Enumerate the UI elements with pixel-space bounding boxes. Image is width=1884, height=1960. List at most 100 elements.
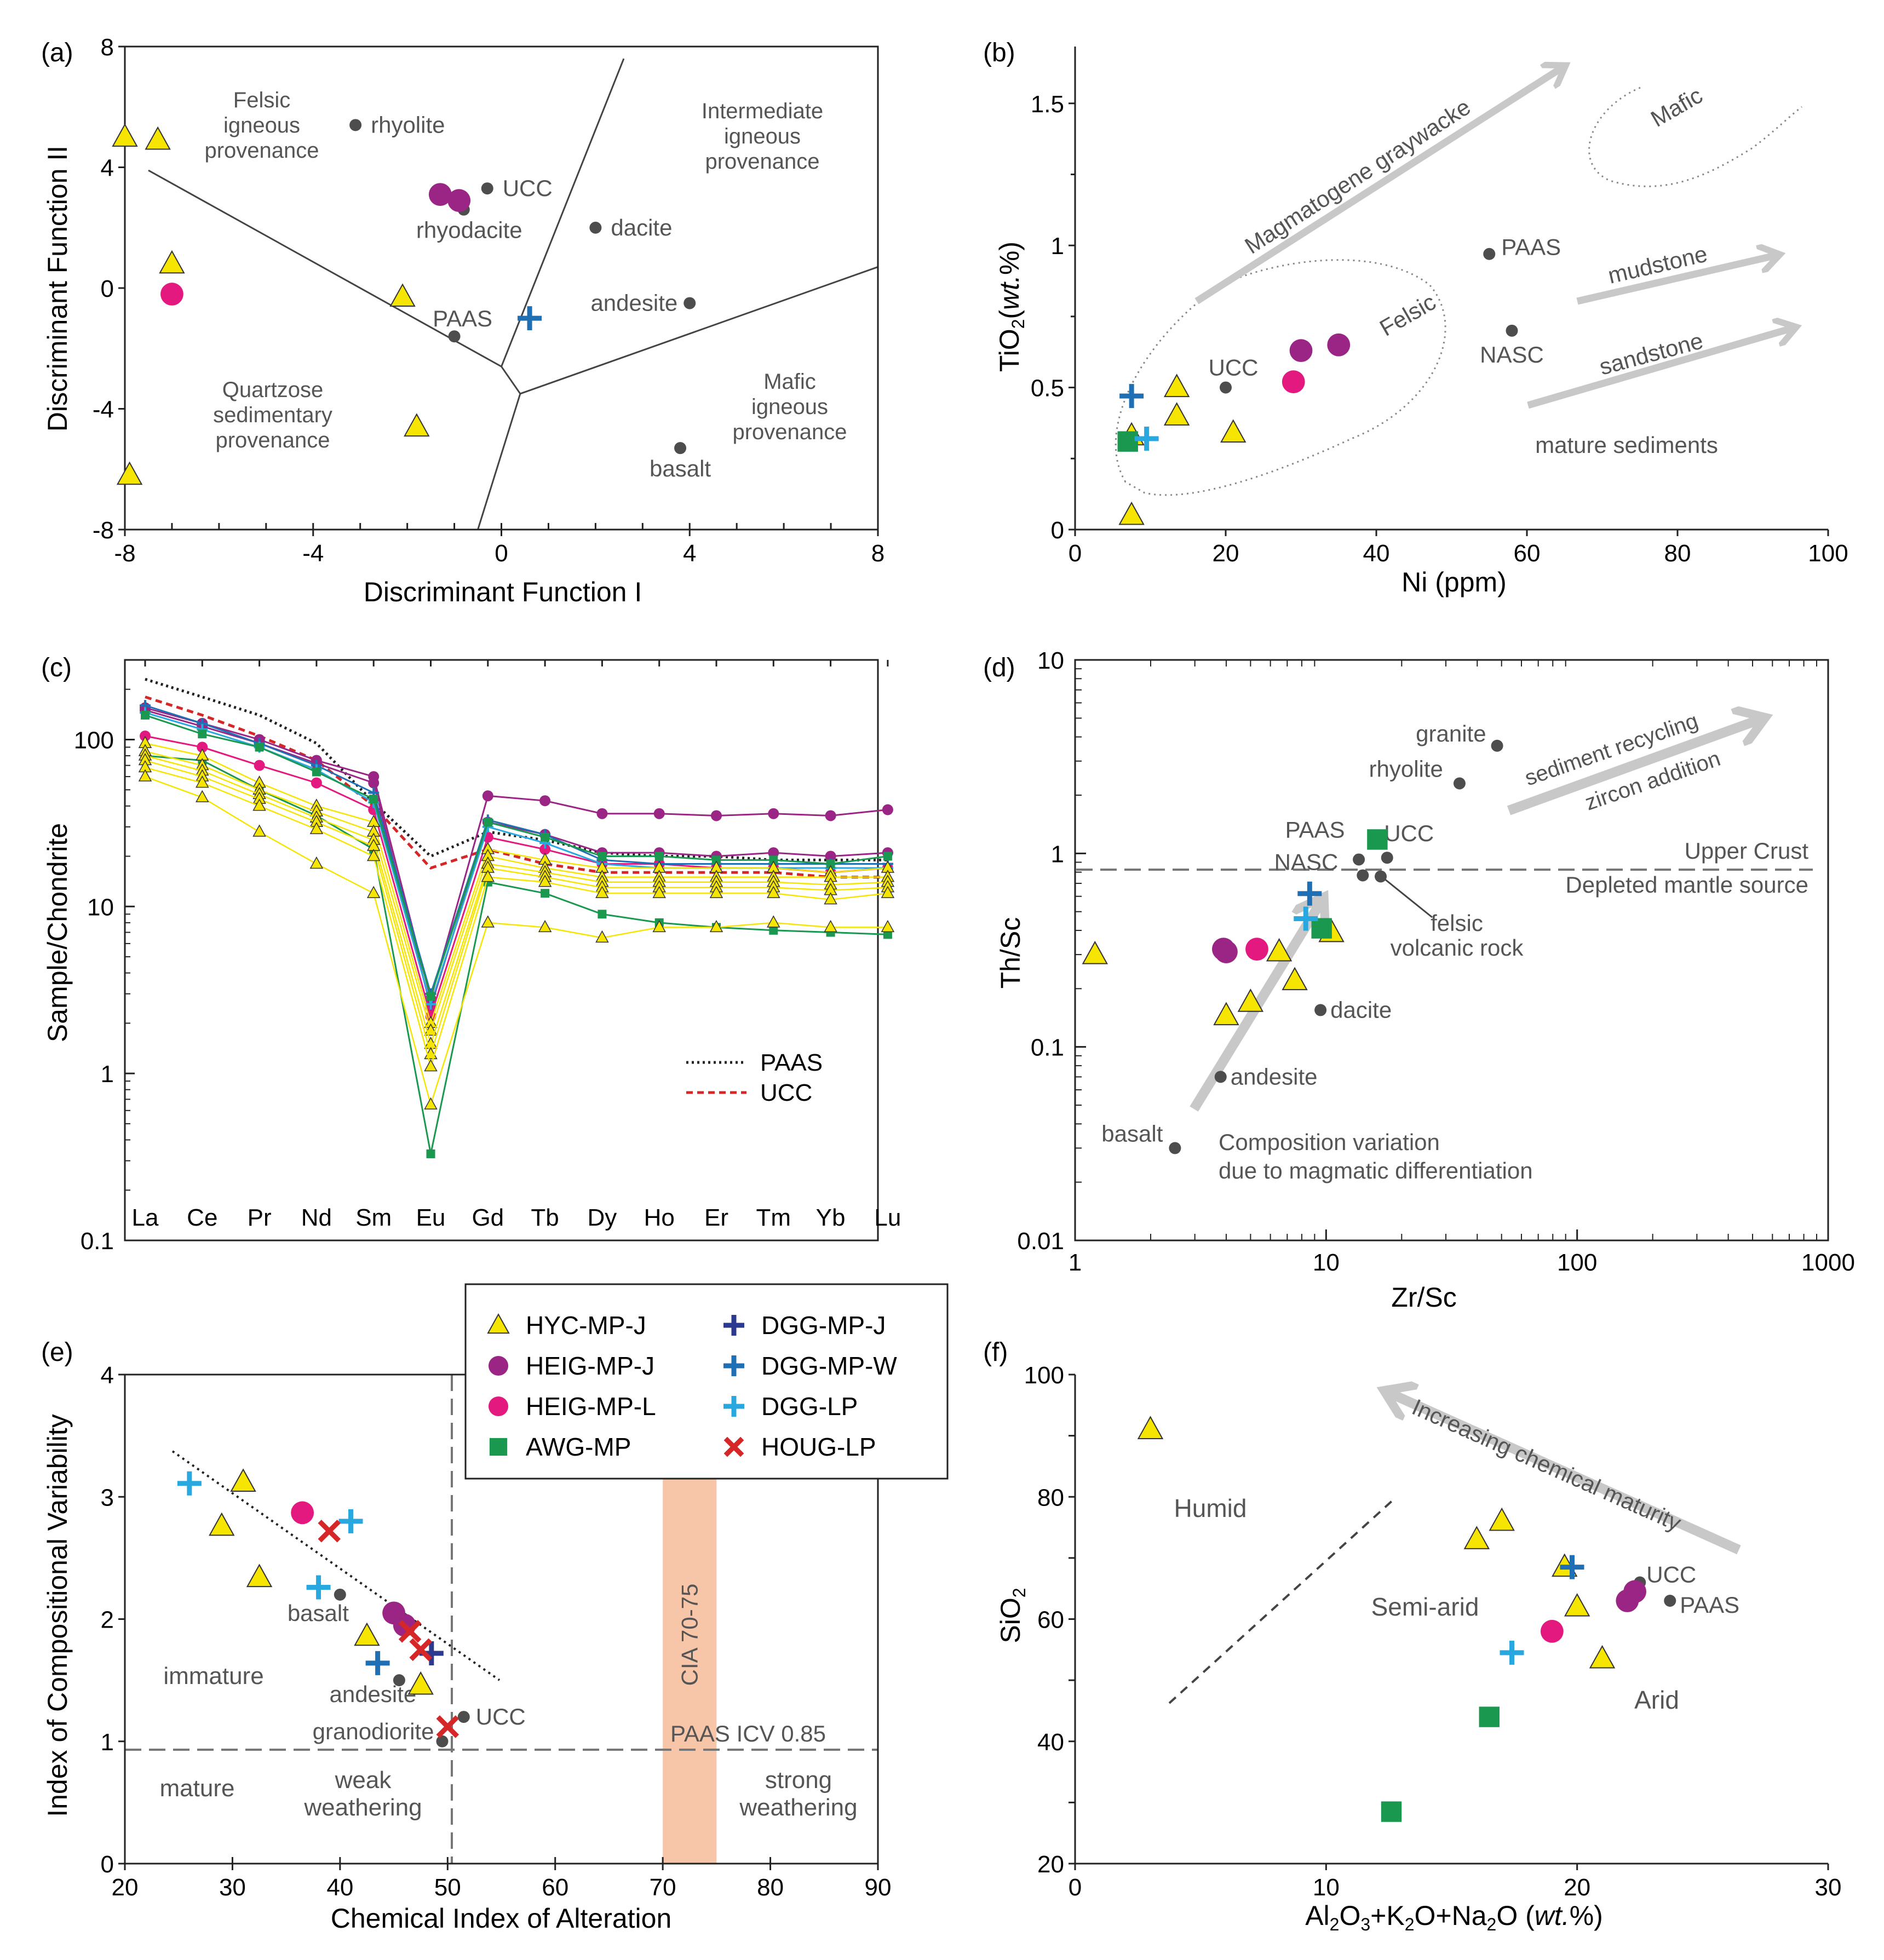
panel-a-field-labels: Felsic igneous provenance Intermediate i… <box>204 88 847 452</box>
c-ytick-label: 10 <box>87 894 114 921</box>
d-point-HYC <box>1082 940 1108 964</box>
f-point-HYC <box>1463 1526 1490 1549</box>
e-ref-granodiorite <box>436 1735 449 1748</box>
b-ytick-label: 1 <box>1051 233 1064 260</box>
d-felsic-leader <box>1384 878 1433 918</box>
b-mudstone-arrow <box>1576 256 1774 305</box>
f-semiarid-label: Semi-arid <box>1371 1593 1479 1621</box>
d-point-HYC <box>1282 967 1308 991</box>
d-felsic-label-2: volcanic rock <box>1391 935 1524 961</box>
c-category-label: Sm <box>355 1204 392 1231</box>
a-mafic-2: igneous <box>751 395 828 419</box>
e-point-HYC <box>246 1564 273 1588</box>
d-ref-label: dacite <box>1330 997 1392 1022</box>
panel-a-label: (a) <box>41 38 73 67</box>
a-inter-3: provenance <box>705 150 819 174</box>
e-xtick-label: 30 <box>219 1874 246 1901</box>
c-point <box>883 930 892 939</box>
e-ref-label: UCC <box>476 1704 526 1729</box>
c-series-line-HYC-5 <box>145 767 888 1070</box>
a-ref-label: rhyodacite <box>416 217 522 243</box>
c-point <box>252 824 266 837</box>
e-point-HYC <box>407 1671 434 1695</box>
legend-label-HEIGL: HEIG-MP-L <box>526 1392 656 1421</box>
c-category-label: Ho <box>644 1204 675 1231</box>
b-ytick-label: 1.5 <box>1031 91 1064 118</box>
d-ref-label: PAAS <box>1285 817 1345 842</box>
d-ref-dacite <box>1314 1004 1327 1016</box>
e-cia-band <box>663 1478 717 1864</box>
a-inter-1: Intermediate <box>702 99 823 123</box>
frame-c <box>124 659 879 1241</box>
c-point <box>198 729 207 739</box>
a-xtick-label: 0 <box>495 540 508 567</box>
c-series-line-UCC <box>145 696 888 879</box>
c-series-line-AWG-1 <box>145 714 888 999</box>
e-point-HYC <box>209 1512 235 1536</box>
f-point-HYC <box>1564 1593 1590 1617</box>
panel-d: (d) Zr/Sc Th/Sc Upper Crust Depleted man… <box>983 653 1813 1313</box>
c-point <box>598 852 607 861</box>
c-legend-paas-label: PAAS <box>760 1049 823 1076</box>
legend-marker-HEIGJ <box>488 1355 509 1376</box>
f-ytick-label: 40 <box>1037 1729 1064 1756</box>
e-ytick-label: 2 <box>101 1607 114 1634</box>
c-category-label: Tm <box>756 1204 791 1231</box>
b-point-HYC <box>1118 501 1145 525</box>
d-ref-andesite <box>1214 1071 1227 1083</box>
f-ytick-label: 60 <box>1037 1607 1064 1634</box>
c-point <box>311 777 322 789</box>
c-point <box>652 919 666 933</box>
e-point-HYC <box>354 1622 380 1646</box>
c-point <box>711 810 722 821</box>
c-ytick-label: 0.1 <box>81 1228 114 1255</box>
panel-a: (a) Discriminant Function I Discriminant… <box>41 38 878 607</box>
panel-a-xlabel: Discriminant Function I <box>364 577 642 607</box>
b-sandstone-arrow <box>1527 329 1791 409</box>
d-ytick-label: 1 <box>1051 841 1064 867</box>
b-felsic-label: Felsic <box>1375 289 1440 341</box>
a-point-HYC <box>116 461 143 485</box>
sample-points <box>112 123 1646 1822</box>
c-point <box>825 810 836 821</box>
panel-c: (c) Sample/Chondrite PAAS UCC <box>41 653 823 1106</box>
e-point-HEIGL <box>291 1501 314 1525</box>
c-point <box>424 1059 438 1072</box>
f-point-HEIGJ <box>1623 1580 1646 1603</box>
c-series-line-HYC-6 <box>145 775 888 1107</box>
c-point <box>598 910 607 919</box>
d-xtick-label: 100 <box>1557 1249 1597 1276</box>
d-point-HYC <box>1237 988 1264 1012</box>
c-category-label: Er <box>704 1204 728 1231</box>
c-point <box>366 848 381 861</box>
a-ref-PAAS <box>448 330 461 343</box>
c-point <box>424 1097 438 1110</box>
panel-b-xlabel: Ni (ppm) <box>1401 567 1507 597</box>
b-point-HYC <box>1163 402 1190 426</box>
c-category-label: Dy <box>588 1204 617 1231</box>
b-xtick-label: 80 <box>1664 540 1691 567</box>
legend-items: HYC-MP-J HEIG-MP-J HEIG-MP-L AWG-MP DGG-MP-J… <box>487 1311 897 1461</box>
c-point <box>769 926 778 935</box>
a-point-HYC <box>389 283 416 307</box>
panel-b: (b) Ni (ppm) TiO2(wt.%) Magmatogene gray… <box>983 38 1802 597</box>
a-ref-basalt <box>674 442 687 455</box>
c-point <box>768 847 779 859</box>
c-point <box>767 886 780 898</box>
e-point-HYC <box>230 1468 256 1492</box>
c-point <box>538 919 552 933</box>
d-point-HEIGJ <box>1215 940 1238 963</box>
panel-c-legend: PAAS UCC <box>686 1049 823 1106</box>
c-point <box>196 790 209 802</box>
legend-label-AWG: AWG-MP <box>526 1433 631 1461</box>
b-ref-UCC <box>1220 381 1232 394</box>
e-strong-2: weathering <box>739 1794 857 1821</box>
a-point-HYC <box>404 413 430 437</box>
b-point-HYC <box>1220 419 1247 443</box>
d-ref-NASC <box>1357 869 1369 882</box>
b-xtick-label: 60 <box>1514 540 1541 567</box>
e-ytick-label: 1 <box>101 1729 114 1756</box>
frame-d <box>1074 659 1829 1241</box>
a-felsic-2: igneous <box>223 113 300 137</box>
legend-marker-AWG <box>489 1438 508 1456</box>
